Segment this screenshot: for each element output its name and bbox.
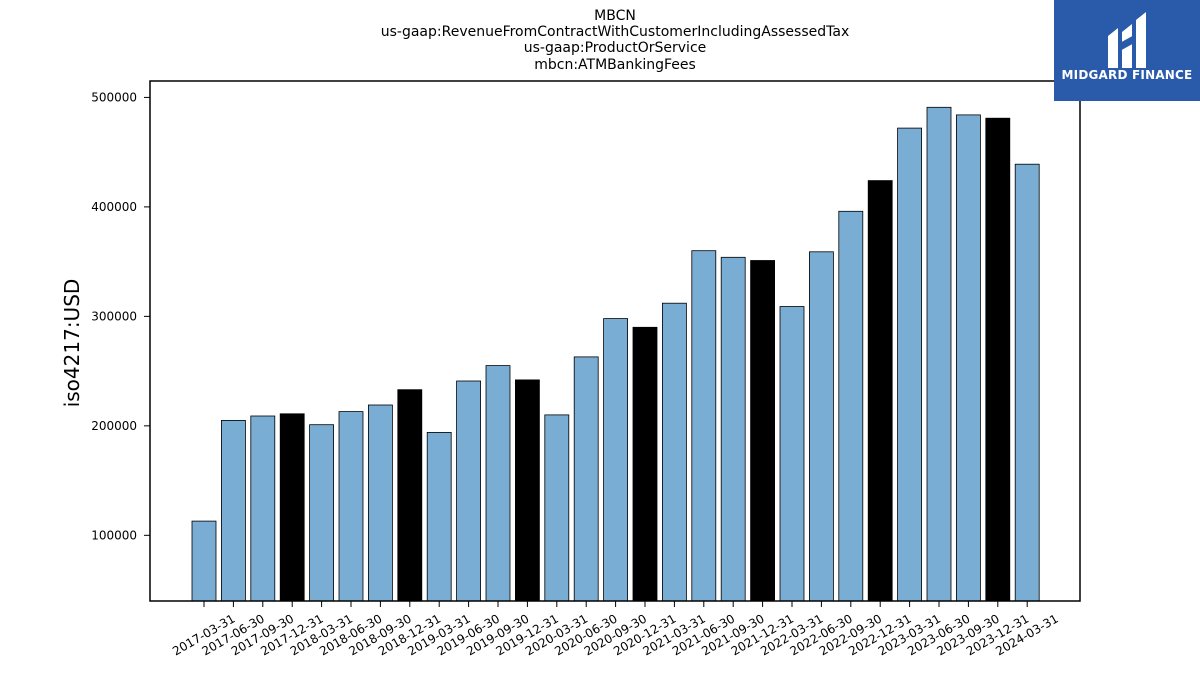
bar — [867, 180, 893, 602]
bar — [250, 415, 276, 602]
bar — [985, 117, 1011, 602]
bar — [456, 380, 482, 602]
bar — [338, 411, 364, 602]
bar — [220, 419, 246, 602]
bar — [720, 256, 746, 602]
bar — [1014, 163, 1040, 602]
chart-title-line: us-gaap:ProductOrService — [524, 40, 707, 56]
plot-frame — [149, 80, 1081, 602]
y-tick-label: 500000 — [91, 90, 137, 104]
y-axis-label: iso4217:USD — [60, 279, 84, 408]
y-tick-label: 400000 — [91, 200, 137, 214]
bar — [191, 520, 217, 602]
bar — [515, 379, 540, 602]
bars-group — [191, 106, 1040, 602]
bar — [485, 365, 511, 602]
y-axis: 100000 200000 300000 400000 500000 — [91, 90, 150, 542]
logo-mark-icon — [1108, 12, 1146, 68]
chart-title-line: MBCN — [594, 8, 636, 24]
bar — [279, 413, 305, 602]
bar — [926, 106, 952, 602]
logo-text: MIDGARD FINANCE — [1061, 68, 1193, 82]
bar — [632, 326, 658, 602]
chart-title-line: mbcn:ATMBankingFees — [534, 57, 696, 73]
bar — [838, 210, 864, 602]
y-tick-label: 200000 — [91, 419, 137, 433]
chart-title: MBCN us-gaap:RevenueFromContractWithCust… — [381, 8, 850, 73]
y-tick-label: 100000 — [91, 528, 137, 542]
bar — [956, 114, 981, 602]
bar — [426, 431, 452, 602]
bar — [397, 389, 423, 602]
bar — [544, 414, 570, 602]
bar — [573, 356, 599, 602]
x-axis: 2017-03-312017-06-302017-09-302017-12-31… — [170, 601, 1061, 658]
bar — [750, 260, 775, 602]
bar — [779, 306, 805, 602]
bar — [367, 404, 393, 602]
bar — [603, 318, 628, 602]
bar — [691, 250, 717, 602]
y-tick-label: 300000 — [91, 309, 137, 323]
bar — [662, 302, 687, 602]
company-logo: MIDGARD FINANCE — [1054, 0, 1200, 101]
bar — [897, 127, 922, 602]
chart-title-line: us-gaap:RevenueFromContractWithCustomerI… — [381, 24, 850, 40]
bar — [809, 251, 834, 602]
bar — [309, 424, 335, 602]
